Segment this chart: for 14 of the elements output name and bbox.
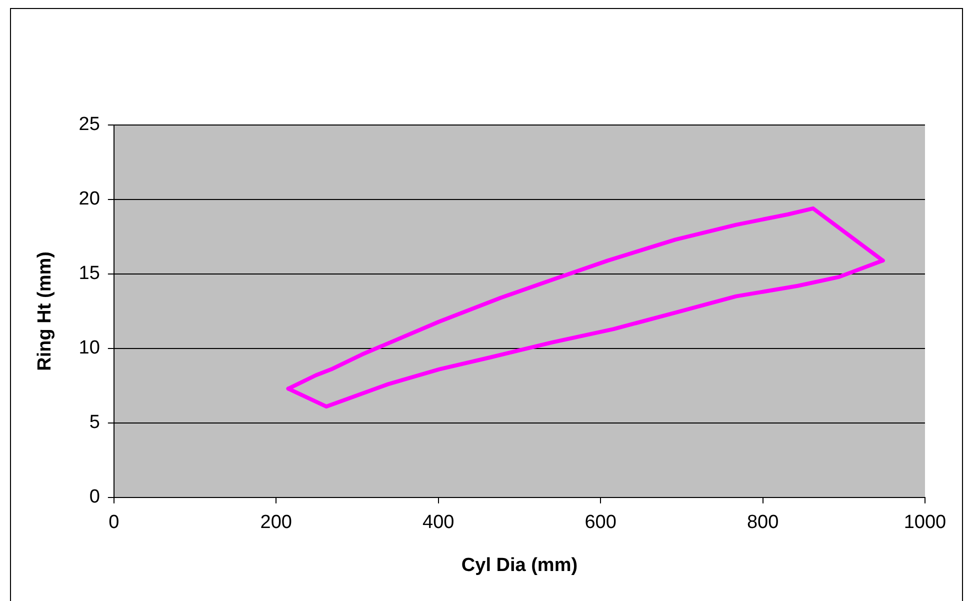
x-tick-label: 200 — [260, 512, 292, 534]
x-tick-label: 0 — [108, 512, 120, 534]
x-tick-label: 1000 — [904, 512, 946, 534]
y-tick-label: 25 — [78, 114, 100, 136]
y-tick-label: 20 — [78, 188, 100, 210]
x-axis-title: Cyl Dia (mm) — [461, 554, 578, 576]
y-tick-label: 0 — [89, 486, 100, 508]
x-tick-label: 800 — [746, 512, 779, 534]
y-tick-label: 15 — [78, 263, 100, 284]
y-tick-label: 5 — [89, 412, 100, 434]
y-axis-title: Ring Ht (mm) — [34, 252, 56, 371]
y-tick-label: 10 — [78, 338, 100, 359]
x-tick-label: 400 — [422, 512, 454, 534]
x-tick-label: 600 — [584, 512, 616, 534]
